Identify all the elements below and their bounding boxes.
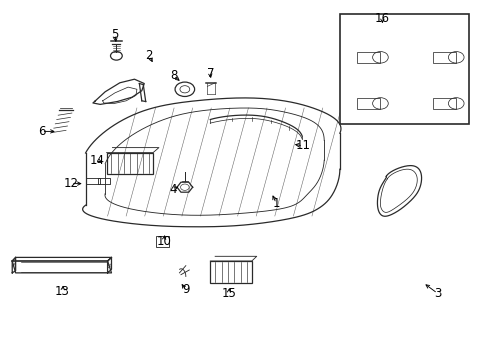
Text: 6: 6: [38, 125, 45, 138]
Text: 14: 14: [89, 154, 104, 167]
Bar: [356, 52, 380, 63]
Text: 8: 8: [169, 69, 177, 82]
Bar: [339, 14, 468, 124]
Text: 9: 9: [182, 283, 189, 296]
Text: 13: 13: [55, 285, 70, 298]
Text: 12: 12: [63, 177, 78, 190]
Text: 15: 15: [221, 287, 236, 300]
Text: 5: 5: [111, 28, 119, 41]
Bar: [432, 98, 455, 109]
Bar: [356, 98, 380, 109]
Text: 2: 2: [145, 49, 153, 62]
Text: 3: 3: [433, 287, 441, 300]
Text: 16: 16: [374, 12, 389, 24]
Bar: [432, 52, 455, 63]
Text: 7: 7: [206, 67, 214, 80]
Bar: [156, 236, 168, 247]
Bar: [210, 261, 251, 283]
Text: 1: 1: [272, 197, 280, 210]
Text: 11: 11: [295, 139, 310, 152]
Text: 4: 4: [169, 183, 177, 195]
Bar: [106, 153, 153, 174]
Text: 10: 10: [156, 235, 171, 248]
